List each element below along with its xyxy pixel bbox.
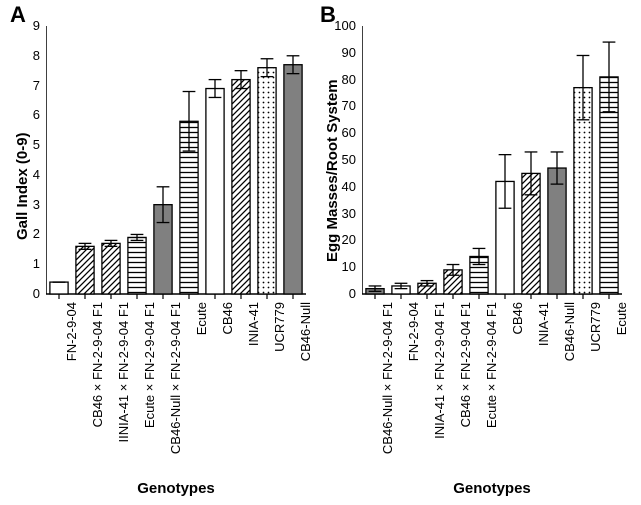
ytick-label: 100 bbox=[334, 18, 356, 33]
bar-8 bbox=[258, 68, 276, 294]
ytick-label: 8 bbox=[18, 48, 40, 63]
ytick-label: 9 bbox=[18, 18, 40, 33]
ytick-label: 50 bbox=[334, 152, 356, 167]
xtick-label: INIA-41 bbox=[536, 302, 551, 346]
bar-7 bbox=[232, 80, 250, 294]
xtick-label: CB46-Null bbox=[562, 302, 577, 361]
ytick-label: 3 bbox=[18, 197, 40, 212]
bar-6 bbox=[206, 89, 224, 294]
ytick-label: 0 bbox=[334, 286, 356, 301]
xtick-label: Ecute bbox=[614, 302, 629, 335]
ytick-label: 4 bbox=[18, 167, 40, 182]
ytick-label: 20 bbox=[334, 232, 356, 247]
xtick-label: FN-2-9-04 bbox=[64, 302, 79, 361]
ytick-label: 90 bbox=[334, 45, 356, 60]
xtick-label: IINIA-41 × FN-2-9-04 F1 bbox=[116, 302, 131, 443]
panel-b-xlabel: Genotypes bbox=[362, 480, 622, 497]
bar-7 bbox=[548, 168, 566, 294]
ytick-label: 40 bbox=[334, 179, 356, 194]
panel-a-xlabel: Genotypes bbox=[46, 480, 306, 497]
ytick-label: 70 bbox=[334, 98, 356, 113]
xtick-label: CB46-Null bbox=[298, 302, 313, 361]
ytick-label: 5 bbox=[18, 137, 40, 152]
xtick-label: CB46 bbox=[220, 302, 235, 335]
ytick-label: 1 bbox=[18, 256, 40, 271]
ytick-label: 2 bbox=[18, 226, 40, 241]
xtick-label: CB46 × FN-2-9-04 F1 bbox=[90, 302, 105, 427]
ytick-label: 6 bbox=[18, 107, 40, 122]
xtick-label: UCR779 bbox=[588, 302, 603, 352]
ytick-label: 80 bbox=[334, 72, 356, 87]
bar-0 bbox=[50, 282, 68, 294]
bar-3 bbox=[128, 237, 146, 294]
xtick-label: Ecute × FN-2-9-04 F1 bbox=[484, 302, 499, 428]
xtick-label: Ecute × FN-2-9-04 F1 bbox=[142, 302, 157, 428]
panel-b-chart bbox=[362, 20, 622, 300]
xtick-label: INIA-41 bbox=[246, 302, 261, 346]
xtick-label: UCR779 bbox=[272, 302, 287, 352]
ytick-label: 0 bbox=[18, 286, 40, 301]
xtick-label: CB46-Null × FN-2-9-04 F1 bbox=[380, 302, 395, 454]
ytick-label: 10 bbox=[334, 259, 356, 274]
xtick-label: CB46 × FN-2-9-04 F1 bbox=[458, 302, 473, 427]
figure: A B Gall Index (0-9) Egg Masses/Root Sys… bbox=[0, 0, 641, 505]
xtick-label: FN-2-9-04 bbox=[406, 302, 421, 361]
xtick-label: Ecute bbox=[194, 302, 209, 335]
xtick-label: INIA-41 × FN-2-9-04 F1 bbox=[432, 302, 447, 439]
bar-1 bbox=[76, 246, 94, 294]
panel-a-chart bbox=[46, 20, 306, 300]
xtick-label: CB46-Null × FN-2-9-04 F1 bbox=[168, 302, 183, 454]
ytick-label: 60 bbox=[334, 125, 356, 140]
ytick-label: 7 bbox=[18, 78, 40, 93]
bar-2 bbox=[102, 243, 120, 294]
bar-9 bbox=[284, 65, 302, 294]
xtick-label: CB46 bbox=[510, 302, 525, 335]
ytick-label: 30 bbox=[334, 206, 356, 221]
